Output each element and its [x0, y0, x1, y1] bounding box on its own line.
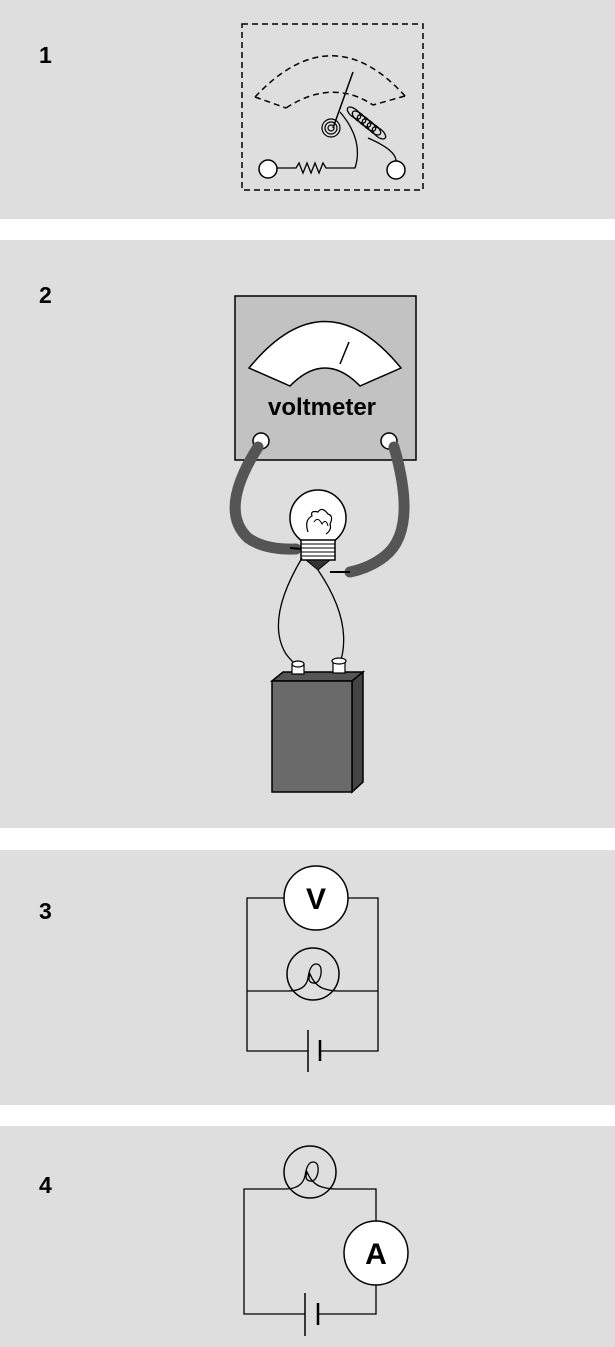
- meter-case-outline: [241, 23, 424, 191]
- pivot-spring-outer: [321, 118, 341, 138]
- resistor: [277, 161, 330, 175]
- lead-left-tip: [289, 547, 303, 550]
- panel-3: 3 V: [0, 850, 615, 1105]
- ammeter-symbol-label: A: [365, 1238, 387, 1271]
- panel-4: 4 A: [0, 1126, 615, 1347]
- scale-arc-left-edge: [254, 96, 287, 109]
- lamp-symbol: [283, 1145, 337, 1199]
- voltmeter-circuit-illustration: voltmeter: [229, 295, 417, 794]
- scale-arc-outer: [254, 55, 406, 98]
- lead-right: [344, 441, 410, 578]
- wire-bulb-to-battery-right: [317, 569, 345, 661]
- wire-top-right: [320, 897, 379, 1052]
- voltmeter-dial: [247, 320, 403, 387]
- pivot-spring-middle: [324, 121, 338, 135]
- ammeter-symbol: [343, 1220, 409, 1286]
- terminal-right: [386, 160, 406, 180]
- panel-number: 1: [39, 42, 52, 68]
- voltmeter-needle: [339, 341, 350, 365]
- coil: [346, 106, 387, 140]
- light-bulb: [289, 489, 347, 571]
- scale-arc-inner: [285, 91, 374, 109]
- battery: [269, 657, 366, 794]
- pivot-spring-inner: [327, 124, 335, 132]
- wire-top-left: [246, 897, 308, 1052]
- wire-coil-to-right-terminal: [367, 137, 397, 162]
- lamp-symbol: [286, 947, 340, 1001]
- panel-number: 2: [39, 282, 52, 308]
- wire-to-resistor: [330, 111, 359, 169]
- panel-number: 4: [39, 1172, 52, 1198]
- galvanometer-mechanism-diagram: [241, 23, 424, 191]
- wire-right-bottom: [318, 1285, 377, 1315]
- voltmeter-schematic: V: [246, 865, 379, 1072]
- wire-bulb-to-battery-left: [277, 557, 303, 667]
- wire-left: [243, 1188, 305, 1315]
- needle: [332, 71, 354, 129]
- scale-arc-right-edge: [372, 95, 406, 106]
- terminal-left: [258, 159, 278, 179]
- voltmeter-symbol-label: V: [306, 883, 326, 916]
- ammeter-schematic: A: [243, 1145, 409, 1336]
- voltmeter-label: voltmeter: [268, 394, 376, 421]
- voltmeter-symbol: [283, 865, 349, 931]
- panel-number: 3: [39, 898, 52, 924]
- panel-1: 1: [0, 0, 615, 219]
- lead-left: [229, 441, 302, 555]
- panel-2: 2 voltmeter: [0, 240, 615, 828]
- wire-right-top: [336, 1188, 377, 1221]
